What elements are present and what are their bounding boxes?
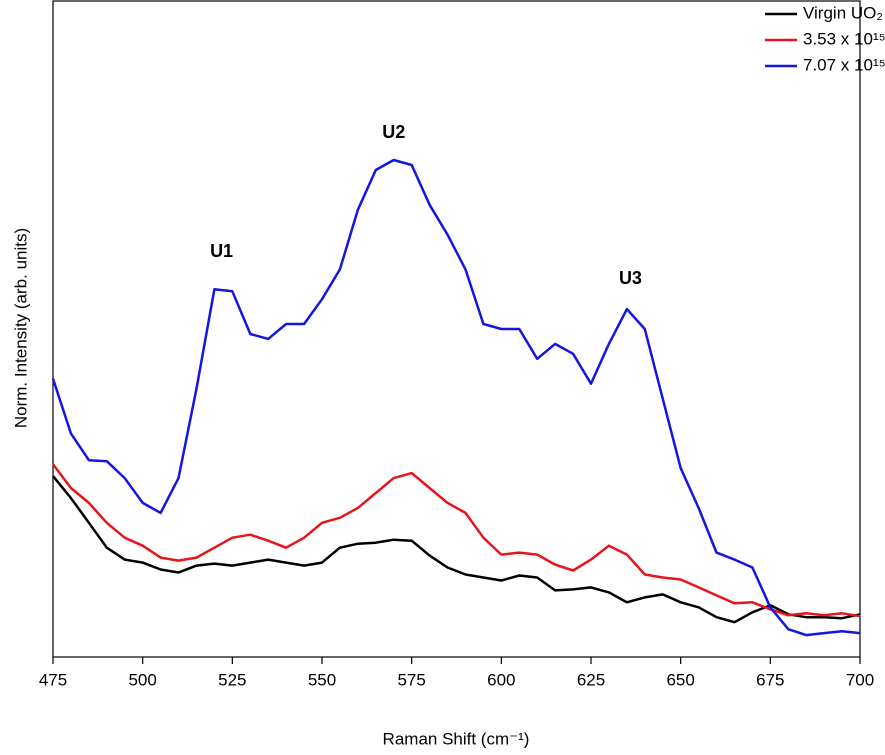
plot-frame xyxy=(52,0,861,658)
legend-label: 7.07 x 10¹⁵ (ions/cm²) xyxy=(803,55,885,74)
x-tick-label: 650 xyxy=(666,670,694,689)
peak-label: U2 xyxy=(382,122,405,142)
x-tick-label: 525 xyxy=(218,670,246,689)
y-axis-title: Norm. Intensity (arb. units) xyxy=(11,228,30,428)
x-tick-label: 475 xyxy=(39,670,67,689)
x-axis-title: Raman Shift (cm⁻¹) xyxy=(383,729,530,748)
series-line xyxy=(51,158,861,637)
x-tick-label: 600 xyxy=(487,670,515,689)
series-line xyxy=(52,463,861,618)
x-tick-label: 575 xyxy=(397,670,425,689)
x-tick-label: 700 xyxy=(846,670,874,689)
peak-label: U1 xyxy=(210,241,233,261)
x-tick-label: 625 xyxy=(577,670,605,689)
legend-label: Virgin UO₂ xyxy=(803,3,883,22)
peak-label: U3 xyxy=(619,268,642,288)
x-tick-label: 675 xyxy=(756,670,784,689)
x-tick-label: 500 xyxy=(128,670,156,689)
series-line xyxy=(52,475,861,624)
legend-label: 3.53 x 10¹⁵ (ions/cm²) xyxy=(803,29,885,48)
x-tick-label: 550 xyxy=(308,670,336,689)
